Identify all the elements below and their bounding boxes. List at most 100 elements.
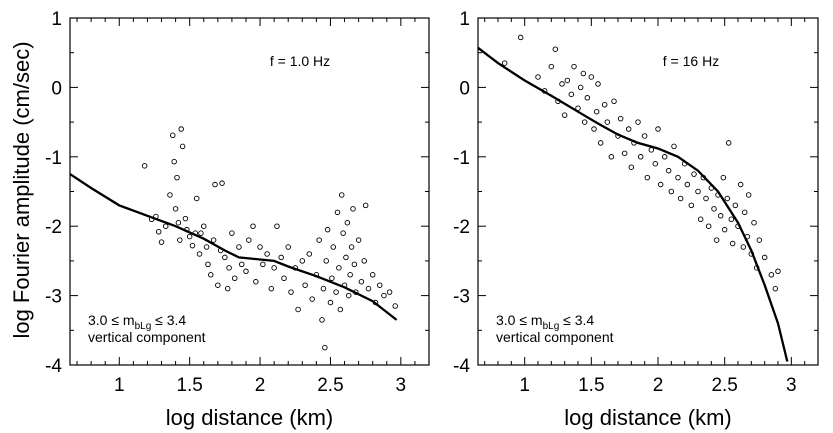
data-point: [711, 206, 717, 212]
data-point: [257, 244, 263, 250]
data-point: [756, 237, 763, 243]
data-point: [671, 143, 677, 150]
data-point: [347, 272, 353, 278]
y-tick-label: 1: [459, 9, 470, 30]
data-point: [175, 219, 182, 226]
data-point: [728, 216, 735, 223]
data-point: [559, 81, 565, 87]
data-point: [224, 285, 231, 292]
data-point: [517, 34, 524, 41]
magnitude-range-label: 3.0 ≤ mbLg ≤ 3.4: [496, 312, 594, 332]
data-point: [299, 258, 306, 264]
y-tick-label: -4: [453, 356, 470, 377]
data-point: [355, 237, 362, 243]
y-axis-title: log Fourier amplitude (cm/sec): [9, 41, 34, 338]
data-point: [253, 278, 259, 285]
data-point: [285, 244, 291, 250]
data-point: [595, 81, 601, 87]
data-point: [584, 95, 591, 101]
data-point: [319, 317, 325, 323]
data-point: [581, 119, 588, 125]
data-point: [320, 285, 327, 292]
data-point: [333, 289, 339, 295]
data-point: [274, 223, 280, 229]
data-point: [729, 240, 736, 247]
data-point: [564, 77, 571, 84]
data-point: [250, 223, 256, 229]
right-panel: 1 1.5 2 2.5 3 -4 -3 -2 -1 0 1 f = 16 Hz 3.0 ≤ mbLg ≤…: [453, 9, 819, 430]
data-point: [179, 143, 186, 150]
data-point: [677, 195, 684, 202]
data-point: [170, 132, 176, 139]
data-point: [597, 140, 604, 146]
x-axis-title: log distance (km): [166, 405, 334, 430]
data-point: [724, 195, 731, 202]
data-point: [193, 195, 200, 202]
data-point: [535, 74, 541, 80]
x-tick-label: 1: [114, 375, 125, 396]
data-point: [665, 167, 672, 174]
data-point: [171, 158, 177, 165]
data-point: [239, 261, 245, 268]
data-point: [641, 133, 648, 139]
data-point: [334, 209, 341, 216]
data-point: [657, 181, 664, 188]
fit-curve: [69, 173, 398, 321]
component-label: vertical component: [496, 329, 614, 345]
data-point: [768, 272, 775, 278]
data-point: [288, 289, 294, 295]
data-point: [351, 261, 358, 268]
data-point: [591, 126, 597, 132]
y-tick-label: -2: [45, 217, 62, 238]
data-point: [691, 171, 697, 177]
data-point: [323, 258, 329, 264]
data-point: [306, 251, 313, 257]
data-point: [695, 188, 701, 195]
data-point: [295, 306, 301, 313]
data-point: [236, 244, 242, 250]
data-point: [772, 285, 779, 292]
data-point: [668, 188, 675, 195]
x-tick-label: 1.5: [578, 375, 604, 396]
data-point: [350, 206, 356, 212]
frequency-annotation: f = 1.0 Hz: [270, 53, 330, 69]
data-point: [552, 46, 559, 52]
x-tick-label: 2.5: [711, 375, 737, 396]
data-point: [210, 237, 217, 243]
data-point: [302, 282, 308, 288]
data-point: [365, 285, 372, 292]
data-point: [260, 261, 266, 268]
data-point: [369, 272, 376, 278]
data-point: [172, 206, 179, 212]
data-point: [381, 292, 387, 299]
data-point: [637, 154, 644, 160]
data-point: [162, 223, 169, 229]
data-point: [675, 174, 681, 181]
data-point: [278, 254, 284, 261]
x-tick-label: 1.5: [176, 375, 202, 396]
data-point: [721, 226, 728, 233]
data-point: [246, 237, 252, 243]
data-point: [725, 140, 732, 146]
data-point: [358, 278, 365, 285]
data-point: [212, 181, 218, 188]
data-point: [219, 180, 225, 186]
data-point: [568, 91, 575, 98]
y-tick-label: 0: [51, 78, 62, 99]
data-point: [186, 233, 193, 240]
data-point: [655, 126, 661, 132]
y-tick-label: -3: [45, 287, 62, 308]
data-point: [732, 202, 739, 209]
x-axis-title: log distance (km): [564, 405, 732, 430]
data-point: [684, 181, 691, 188]
data-point: [226, 265, 232, 271]
data-point: [713, 237, 720, 243]
y-tick-label: -1: [45, 148, 62, 169]
data-point: [593, 108, 600, 115]
data-point: [324, 226, 331, 233]
data-point: [203, 244, 210, 250]
data-point: [652, 160, 659, 167]
data-point: [198, 230, 204, 236]
data-point: [697, 216, 704, 223]
